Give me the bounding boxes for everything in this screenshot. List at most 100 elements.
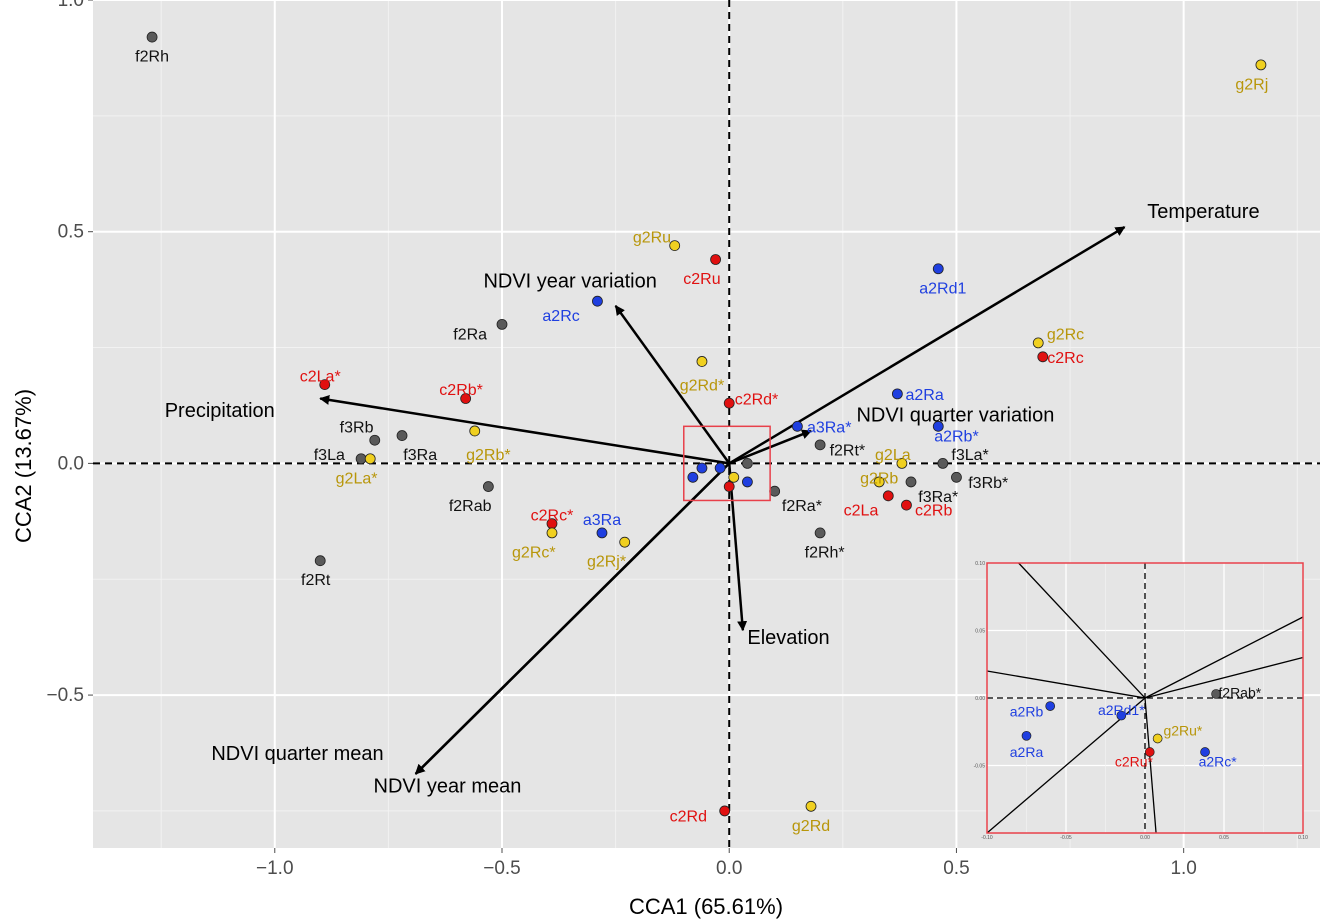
point-label: f2Ra <box>453 327 487 344</box>
point-label: c2La* <box>300 368 341 385</box>
data-point <box>742 457 753 469</box>
arrow-layer <box>319 225 1126 775</box>
data-point <box>469 425 481 437</box>
x-tick-label: 1.0 <box>1170 858 1196 879</box>
inset-x-tick-label: 0.10 <box>1298 835 1308 841</box>
data-point <box>814 439 826 451</box>
y-tick-label: 0.5 <box>58 222 84 243</box>
inset-data-point <box>1200 747 1210 757</box>
point-label: f2Rh <box>135 49 169 66</box>
y-axis-ticks: −0.5 0.0 0.5 1.0 <box>46 0 93 706</box>
point-label: g2La* <box>336 470 378 487</box>
data-point <box>805 800 817 812</box>
point-label: f2Ra* <box>782 498 822 515</box>
inset-point-label: a2Rc* <box>1199 753 1238 769</box>
data-point <box>592 295 603 307</box>
point-label: g2Rc* <box>512 544 556 561</box>
data-point <box>314 555 326 567</box>
inset-data-point <box>1045 701 1056 711</box>
point-layer <box>146 31 1267 817</box>
point-label: g2Ru <box>633 229 671 246</box>
data-point <box>873 476 885 488</box>
data-point <box>723 481 735 492</box>
point-label: a2Rc <box>542 308 579 325</box>
point-label: a3Ra* <box>807 419 851 436</box>
inset-point-label: g2Ru* <box>1163 722 1202 738</box>
point-label: a2Rb* <box>934 429 978 446</box>
zoom-rectangle <box>683 425 771 502</box>
data-point <box>896 457 908 469</box>
inset-border <box>986 562 1304 834</box>
point-label: f2Rt* <box>830 442 866 459</box>
x-tick-label: −0.5 <box>483 858 521 879</box>
data-point <box>714 462 726 474</box>
point-label: a2Ra <box>906 387 944 404</box>
inset-arrow-line <box>1144 616 1304 699</box>
data-point <box>460 393 472 404</box>
arrow-label: Elevation <box>747 627 829 649</box>
point-label: g2Rj* <box>587 554 626 571</box>
data-point <box>814 527 826 539</box>
point-label: c2Rd <box>670 809 707 826</box>
data-point <box>364 453 376 465</box>
point-label: c2Rd* <box>735 392 779 409</box>
point-label: g2Rb* <box>466 447 510 464</box>
point-label: f3Rb* <box>968 475 1008 492</box>
data-point <box>1037 351 1049 363</box>
inset-point-label: a2Rb <box>1010 704 1044 720</box>
data-point <box>710 254 721 265</box>
y-tick-label: −0.5 <box>46 685 84 706</box>
arrow-precipitation <box>319 394 730 465</box>
point-label: c2Rc* <box>531 507 574 524</box>
inset-arrow-line <box>986 670 1146 699</box>
point-label: f2Rab <box>449 498 492 515</box>
arrow-ndvi-year-variation <box>614 305 731 465</box>
data-point <box>396 430 408 441</box>
inset-point-label: f2Rab* <box>1218 685 1261 701</box>
inset-y-tick-label: -0.05 <box>974 764 986 770</box>
inset-arrow-line <box>1018 562 1146 699</box>
point-label: f3La* <box>951 447 988 464</box>
arrow-label-layer: Temperature NDVI year variation Precipitat… <box>165 201 1260 798</box>
data-point <box>1255 59 1267 71</box>
point-label: g2Rb <box>860 470 898 487</box>
point-label: c2Rc <box>1047 350 1083 367</box>
data-point <box>355 453 367 465</box>
x-tick-label: 0.0 <box>716 858 742 879</box>
inset-point-label: a2Ra <box>1010 744 1044 760</box>
grid-major <box>93 0 1320 848</box>
inset-y-tick-label: 0.00 <box>975 696 985 702</box>
point-label: f3Rb <box>340 419 374 436</box>
arrow-label: NDVI quarter mean <box>211 743 383 765</box>
point-label: f2Rh* <box>805 544 845 561</box>
data-point <box>932 263 944 275</box>
arrow-ndvi-year-mean <box>414 462 731 775</box>
inset-x-tick-label: -0.05 <box>1060 835 1072 841</box>
x-axis-title: CCA1 (65.61%) <box>629 894 783 919</box>
point-label: f2Rt <box>301 572 331 589</box>
x-tick-label: 0.5 <box>943 858 969 879</box>
y-tick-label: 0.0 <box>58 453 84 474</box>
point-label: g2Rj <box>1235 76 1268 93</box>
inset-point-label: a2Rd1* <box>1098 702 1145 718</box>
point-label: c2Ru <box>683 271 720 288</box>
inset-data-point <box>1021 730 1032 741</box>
arrow-label: NDVI year variation <box>483 270 656 292</box>
inset-arrow-line <box>986 697 1146 834</box>
point-label: f3Ra <box>403 447 437 464</box>
y-tick-label: 1.0 <box>58 0 84 11</box>
y-axis-title: CCA2 (13.67%) <box>11 389 36 543</box>
inset-panel: a2Rb a2Rd1* a2Ra f2Rab* g2Ru* c2Ru* a2Rc* -0.10… <box>974 561 1308 841</box>
data-point <box>932 420 944 432</box>
inset-data-point <box>1211 689 1221 699</box>
inset-x-tick-label: -0.10 <box>981 835 993 841</box>
data-point <box>728 471 740 483</box>
data-point <box>146 31 158 43</box>
data-point <box>1032 337 1044 349</box>
zero-lines <box>93 0 1320 848</box>
data-point <box>696 356 708 367</box>
point-label: g2Rc <box>1047 327 1084 344</box>
data-point <box>905 476 917 488</box>
data-point <box>669 240 681 251</box>
data-point <box>546 527 558 539</box>
